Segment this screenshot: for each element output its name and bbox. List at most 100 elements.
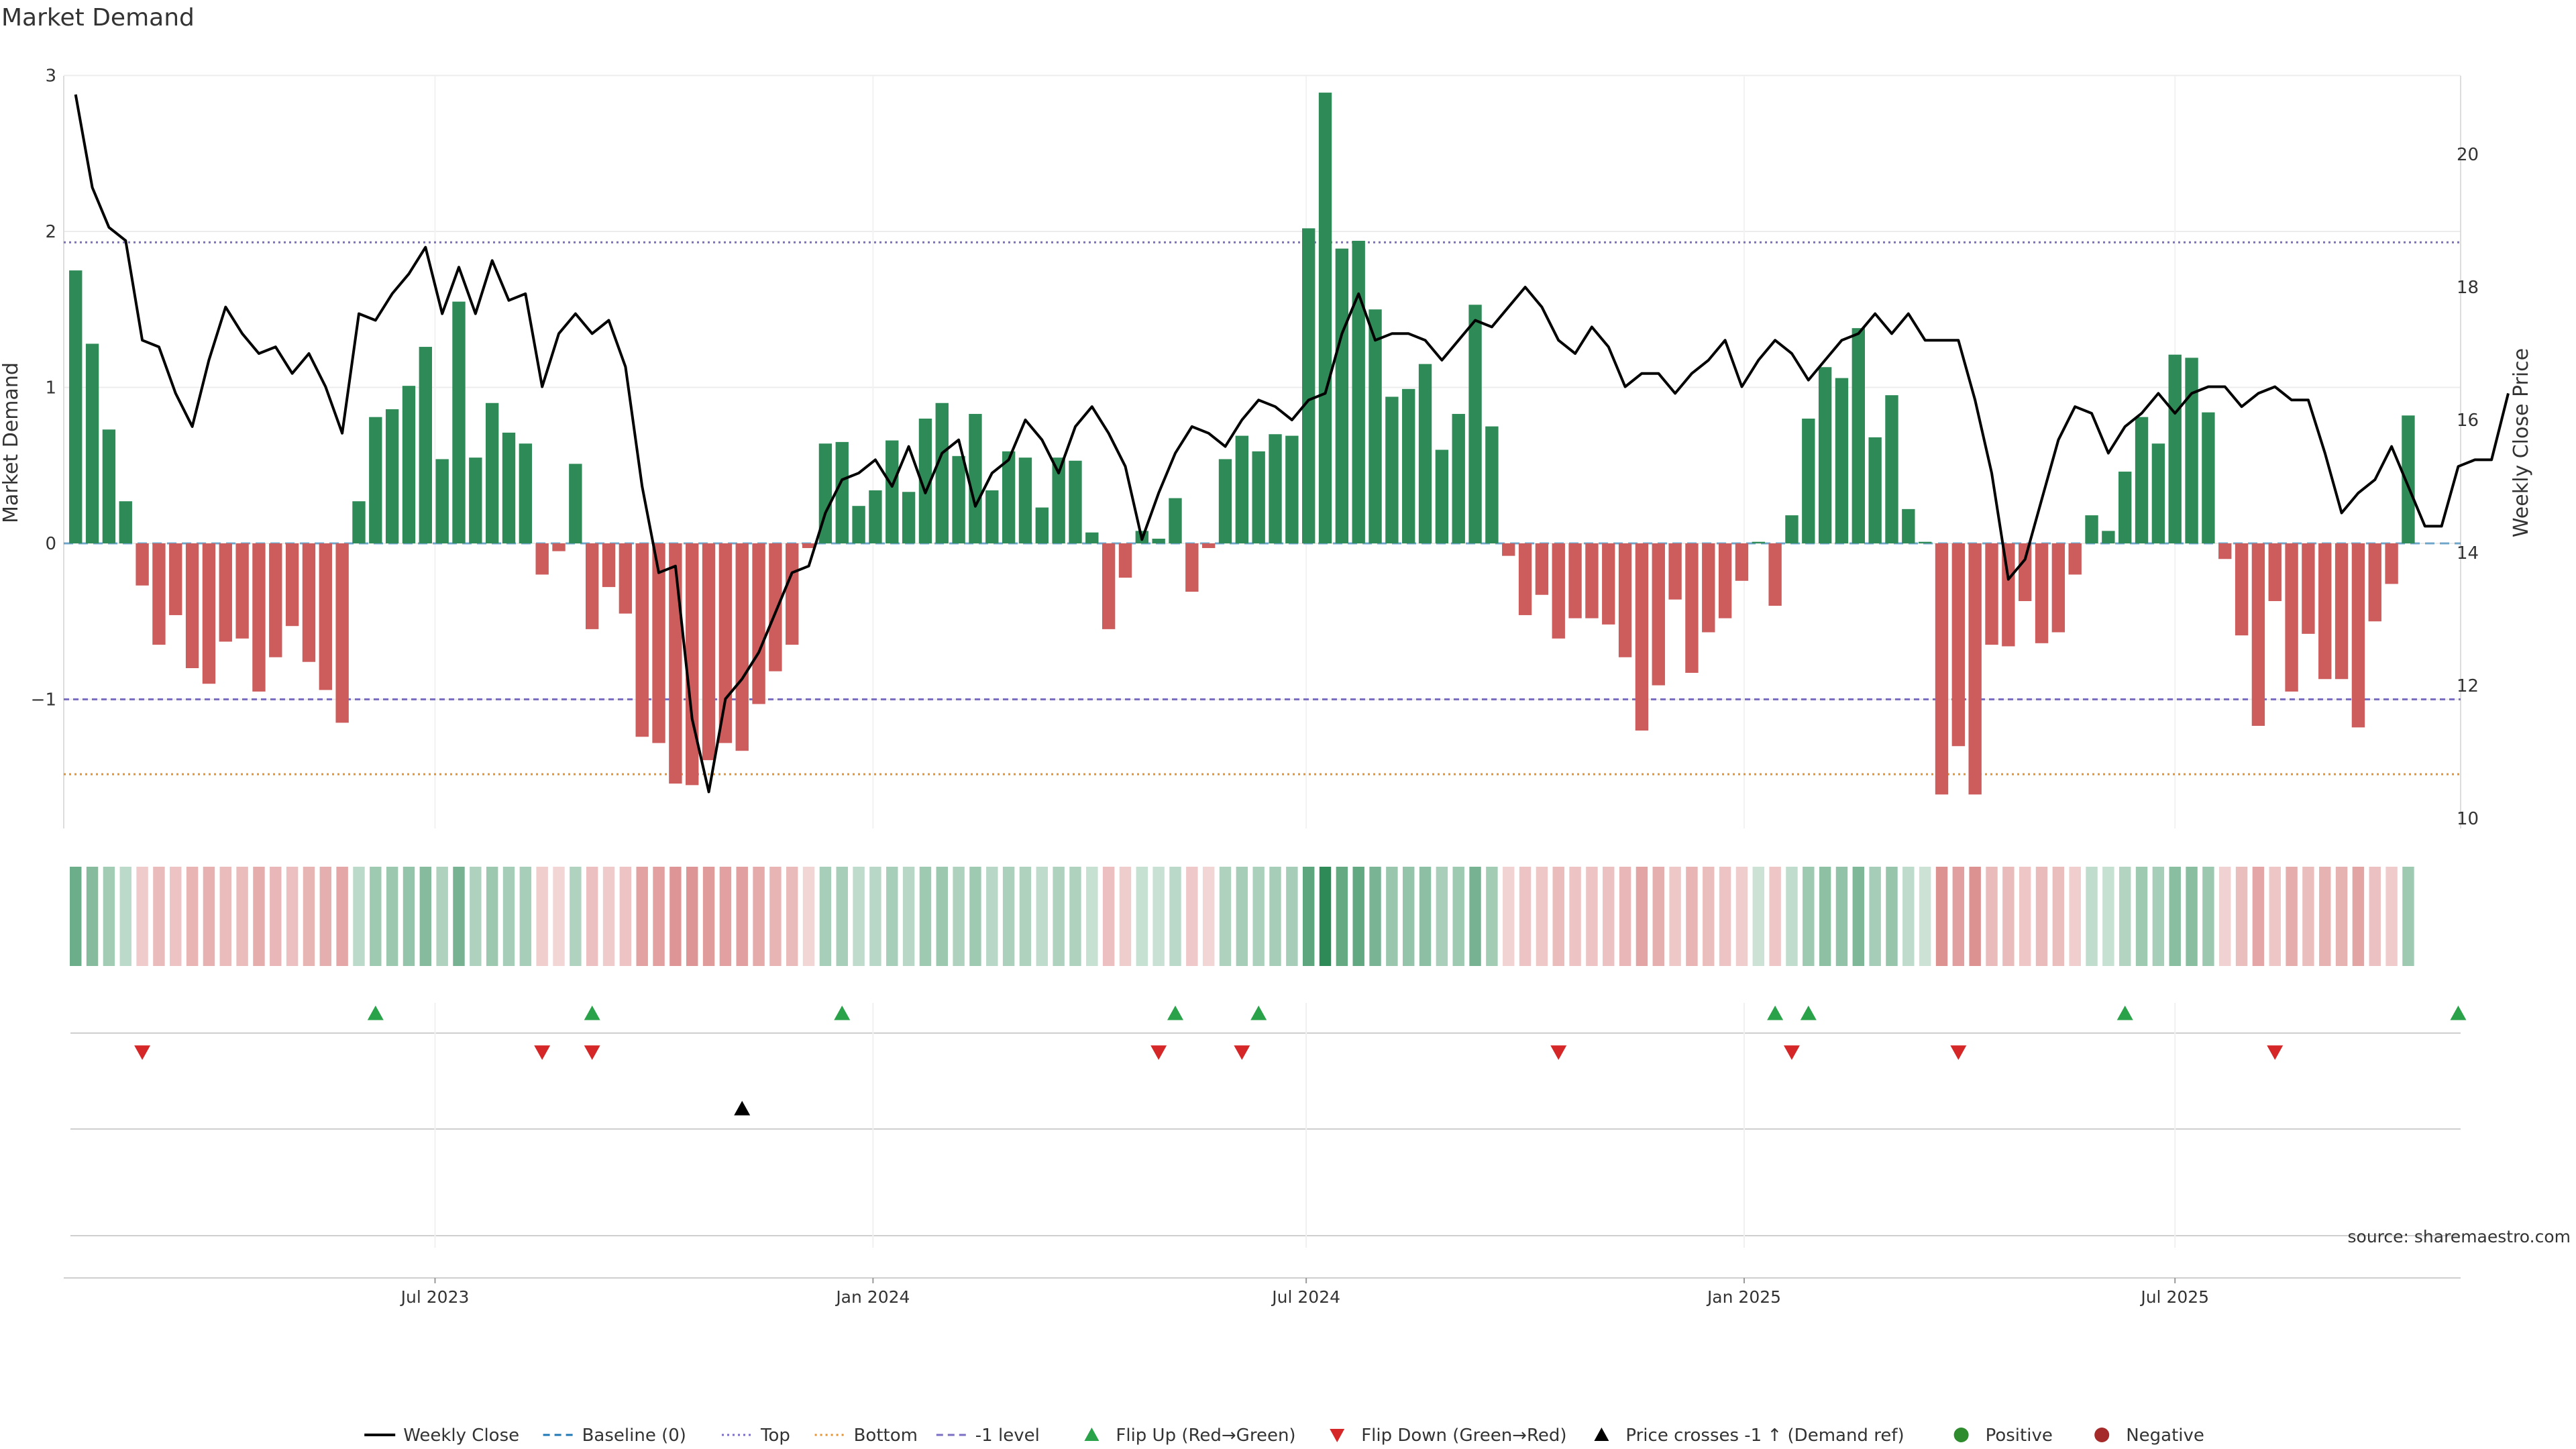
demand-bar — [1985, 543, 1998, 645]
heat-cell — [1869, 867, 1881, 966]
legend-bottom-label: Bottom — [854, 1426, 918, 1446]
demand-bar — [1502, 543, 1515, 556]
y2-tick-label: 10 — [2457, 809, 2479, 829]
demand-bar — [1069, 460, 1082, 543]
flip-down-marker — [1550, 1045, 1567, 1060]
y-tick-label: 0 — [45, 534, 56, 554]
legend-weekly-close-label: Weekly Close — [403, 1426, 519, 1446]
demand-bar — [1052, 458, 1065, 543]
demand-bar — [302, 543, 316, 662]
heat-cell — [1652, 867, 1664, 966]
demand-bar — [2085, 515, 2098, 543]
demand-bar — [1468, 305, 1482, 543]
heat-cell — [270, 867, 282, 966]
heat-cell — [453, 867, 465, 966]
flip-down-marker — [1150, 1045, 1167, 1060]
demand-bar — [818, 443, 833, 543]
heat-cell — [1536, 867, 1548, 966]
heat-cell — [1919, 867, 1931, 966]
demand-bar — [202, 543, 216, 684]
demand-bar — [969, 414, 982, 543]
flip-up-marker — [2116, 1006, 2133, 1020]
demand-bar — [152, 543, 166, 645]
y-tick-label: 1 — [45, 378, 56, 398]
demand-bar — [1518, 543, 1532, 615]
heat-cell — [2102, 867, 2114, 966]
heat-cell — [869, 867, 881, 966]
heat-cell — [1102, 867, 1115, 966]
heat-cell — [802, 867, 815, 966]
demand-bar — [852, 506, 865, 543]
demand-bar — [1702, 543, 1715, 633]
heat-cell — [686, 867, 698, 966]
heat-cell — [2035, 867, 2048, 966]
demand-bar — [702, 543, 716, 761]
demand-bar — [2368, 543, 2381, 622]
heat-cell — [2152, 867, 2165, 966]
demand-bar — [769, 543, 782, 672]
demand-bar — [652, 543, 665, 743]
heat-cell — [2019, 867, 2031, 966]
heat-cell — [419, 867, 432, 966]
demand-bar — [2235, 543, 2249, 636]
demand-bar — [2218, 543, 2232, 559]
demand-bar — [1252, 451, 1265, 543]
heat-cell — [1136, 867, 1148, 966]
heat-cell — [653, 867, 665, 966]
heat-cell — [719, 867, 732, 966]
heat-cell — [669, 867, 682, 966]
demand-bar — [519, 443, 533, 543]
demand-bar — [2002, 543, 2015, 647]
demand-bar — [869, 490, 882, 543]
flip-up-marker — [834, 1006, 851, 1020]
chart-title: Market Demand — [1, 4, 195, 32]
y2-axis-ticks: 20 18 16 14 12 10 — [2457, 145, 2479, 829]
heat-cell — [1719, 867, 1731, 966]
flip-up-marker — [1167, 1006, 1183, 1020]
demand-bar — [1085, 532, 1099, 543]
demand-bar — [535, 543, 549, 575]
heat-cell — [736, 867, 748, 966]
heat-cell — [2385, 867, 2398, 966]
heat-cell — [2118, 867, 2131, 966]
demand-bar — [385, 409, 399, 543]
demand-bar — [1002, 451, 1016, 543]
demand-bar — [369, 417, 382, 543]
heat-cell — [1369, 867, 1381, 966]
flip-down-marker — [1234, 1045, 1250, 1060]
heat-cell — [2402, 867, 2414, 966]
demand-bar — [335, 543, 349, 723]
demand-bar — [552, 543, 566, 551]
x-tick-label: Jul 2023 — [400, 1287, 470, 1307]
demand-bar — [1618, 543, 1632, 657]
demand-bar — [669, 543, 682, 784]
heat-cell — [2252, 867, 2265, 966]
demand-bar — [1368, 309, 1382, 543]
legend-negative-swatch — [2094, 1428, 2110, 1442]
demand-bar — [1535, 543, 1549, 595]
heat-cell — [2352, 867, 2365, 966]
x-tick-label: Jan 2025 — [1706, 1287, 1781, 1307]
heat-cell — [70, 867, 82, 966]
flip-up-marker — [1767, 1006, 1784, 1020]
demand-bar — [2351, 543, 2365, 728]
demand-bar — [1285, 435, 1299, 543]
demand-bar — [2268, 543, 2282, 602]
demand-bar — [1385, 396, 1399, 543]
heat-cell — [1169, 867, 1181, 966]
demand-bar — [602, 543, 616, 588]
demand-bar — [1035, 507, 1049, 543]
legend-flip-up-red-green-swatch — [1084, 1428, 1099, 1441]
heat-cell — [1552, 867, 1564, 966]
heat-cell — [936, 867, 948, 966]
demand-bar — [1652, 543, 1665, 686]
demand-bar — [1951, 543, 1966, 747]
demand-bar — [1902, 508, 1915, 543]
heat-cell — [2086, 867, 2098, 966]
demand-bar — [2102, 531, 2115, 543]
demand-bar — [952, 455, 965, 543]
demand-bar — [1668, 543, 1682, 600]
heat-cell — [1986, 867, 1998, 966]
flip-down-marker — [534, 1045, 551, 1060]
